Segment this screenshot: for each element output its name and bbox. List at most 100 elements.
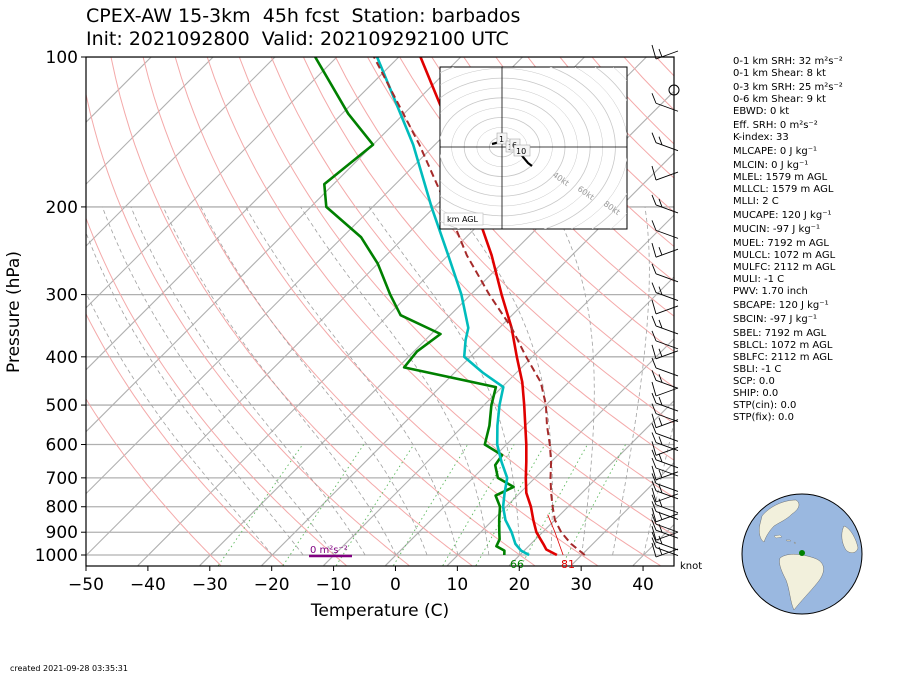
wind-barb bbox=[651, 537, 679, 556]
globe-north-america bbox=[759, 499, 800, 543]
wind-barb bbox=[651, 473, 679, 492]
surface-thetae-label: 81 bbox=[561, 558, 575, 571]
wind-barb bbox=[651, 344, 679, 360]
wind-barb bbox=[651, 381, 679, 397]
y-tick-label: 1000 bbox=[35, 546, 78, 566]
wind-barb bbox=[651, 330, 679, 350]
temperature-line bbox=[419, 57, 558, 557]
x-tick-label: −40 bbox=[130, 575, 166, 595]
x-axis-label: Temperature (C) bbox=[310, 601, 449, 621]
stat-line: K-index: 33 bbox=[733, 132, 789, 143]
moist-adiabat bbox=[86, 291, 273, 556]
hodograph-corner-label: km AGL bbox=[447, 215, 479, 224]
wind-barb bbox=[651, 507, 679, 523]
stat-line: Eff. SRH: 0 m²s⁻² bbox=[733, 120, 818, 131]
dry-adiabat bbox=[302, 57, 674, 461]
stat-line: EBWD: 0 kt bbox=[733, 106, 790, 117]
svg-text:1: 1 bbox=[499, 135, 504, 144]
stat-line: MLCIN: 0 J kg⁻¹ bbox=[733, 160, 809, 171]
stat-line: SBEL: 7192 m AGL bbox=[733, 328, 827, 339]
stat-line: STP(fix): 0.0 bbox=[733, 412, 794, 423]
moist-adiabat bbox=[552, 206, 595, 556]
stat-line: PWV: 1.70 inch bbox=[733, 286, 808, 297]
wind-barb bbox=[651, 194, 679, 214]
dry-adiabat bbox=[142, 57, 535, 566]
barb-units-label: knot bbox=[680, 561, 702, 572]
isotherm bbox=[86, 57, 400, 371]
mixing-ratio-line bbox=[561, 444, 626, 566]
moist-adiabat bbox=[130, 206, 366, 556]
wind-barb bbox=[651, 132, 679, 152]
skewt-background-lines bbox=[86, 57, 674, 566]
wind-barb bbox=[651, 531, 679, 551]
moist-adiabat bbox=[162, 206, 397, 556]
sounding-indices-panel: 0-1 km SRH: 32 m²s⁻² 0-1 km Shear: 8 kt 0-… bbox=[733, 56, 843, 424]
y-tick-label: 300 bbox=[46, 286, 78, 306]
dry-adiabat bbox=[399, 57, 674, 353]
moist-adiabat bbox=[200, 206, 428, 556]
parcel_virtual_temp-line bbox=[375, 57, 530, 557]
isotherm bbox=[86, 57, 523, 495]
wind-barb bbox=[651, 494, 679, 514]
wind-barb bbox=[651, 357, 679, 377]
globe-caribbean-islands bbox=[773, 534, 797, 545]
wind-barb bbox=[651, 93, 679, 112]
wind-barb bbox=[651, 403, 679, 423]
stat-line: SBCIN: -97 J kg⁻¹ bbox=[733, 314, 818, 325]
stat-line: SBCAPE: 120 J kg⁻¹ bbox=[733, 300, 829, 311]
dry-adiabat bbox=[270, 57, 674, 499]
dry-adiabat bbox=[86, 398, 222, 566]
stat-line: SCP: 0.0 bbox=[733, 376, 775, 387]
mixing-ratio-line bbox=[335, 444, 415, 566]
hodograph-rings: 40kt60kt80kt13610 bbox=[440, 67, 627, 229]
hodograph-height-label: 10 bbox=[513, 144, 531, 157]
stat-line: MULI: -1 C bbox=[733, 274, 785, 285]
plot-border bbox=[85, 56, 675, 567]
stat-line: 0-1 km SRH: 32 m²s⁻² bbox=[733, 56, 843, 67]
dewpoint-line bbox=[314, 57, 515, 556]
stat-line: SBLI: -1 C bbox=[733, 364, 782, 375]
wind-barb bbox=[651, 44, 679, 60]
surface-dewpoint-label: 66 bbox=[510, 558, 524, 571]
isotherm bbox=[446, 338, 674, 566]
wind-barb bbox=[651, 370, 679, 389]
x-tick-label: −20 bbox=[254, 575, 290, 595]
wind-barb bbox=[651, 501, 679, 520]
moist-adiabat bbox=[300, 206, 490, 556]
wind-barb bbox=[651, 315, 679, 335]
dry-adiabat bbox=[335, 57, 674, 424]
wind-barb bbox=[651, 457, 679, 477]
dry-adiabat bbox=[463, 57, 674, 282]
calm-wind-marker bbox=[668, 84, 680, 96]
dry-adiabat bbox=[431, 57, 674, 317]
moist-adiabat bbox=[245, 206, 459, 556]
isotherm bbox=[86, 57, 462, 433]
parcel_trace-line bbox=[373, 57, 586, 556]
stat-line: MLEL: 1579 m AGL bbox=[733, 172, 828, 183]
wind-barb bbox=[651, 487, 679, 503]
wind-barbs: knot bbox=[651, 44, 702, 572]
stat-line: 0-6 km Shear: 9 kt bbox=[733, 94, 826, 105]
chart-title-line2: Init: 2021092800 Valid: 202109292100 UTC bbox=[86, 28, 509, 50]
stat-line: STP(cin): 0.0 bbox=[733, 400, 797, 411]
sounding-traces bbox=[314, 57, 586, 557]
mixing-ratio-line bbox=[520, 444, 588, 566]
x-tick-label: −30 bbox=[192, 575, 228, 595]
stat-line: MUEL: 7192 m AGL bbox=[733, 238, 829, 249]
wind-barb bbox=[651, 165, 679, 181]
plot-frame: 0 m²s⁻² 66 81 bbox=[85, 56, 675, 571]
wind-barb bbox=[651, 282, 679, 302]
isotherm bbox=[261, 152, 674, 566]
isotherm bbox=[570, 461, 674, 566]
stat-line: SBLFC: 2112 m AGL bbox=[733, 352, 833, 363]
dry-adiabat bbox=[86, 312, 284, 566]
wind-barb bbox=[651, 449, 679, 469]
dry-adiabat bbox=[206, 57, 661, 566]
stat-line: MLLI: 2 C bbox=[733, 196, 779, 207]
surface-parcel-line bbox=[547, 514, 564, 556]
wind-barb bbox=[651, 263, 679, 283]
y-tick-label: 800 bbox=[46, 498, 78, 518]
y-tick-label: 500 bbox=[46, 396, 78, 416]
stat-line: MLCAPE: 0 J kg⁻¹ bbox=[733, 146, 818, 157]
wind-barb bbox=[651, 243, 679, 258]
